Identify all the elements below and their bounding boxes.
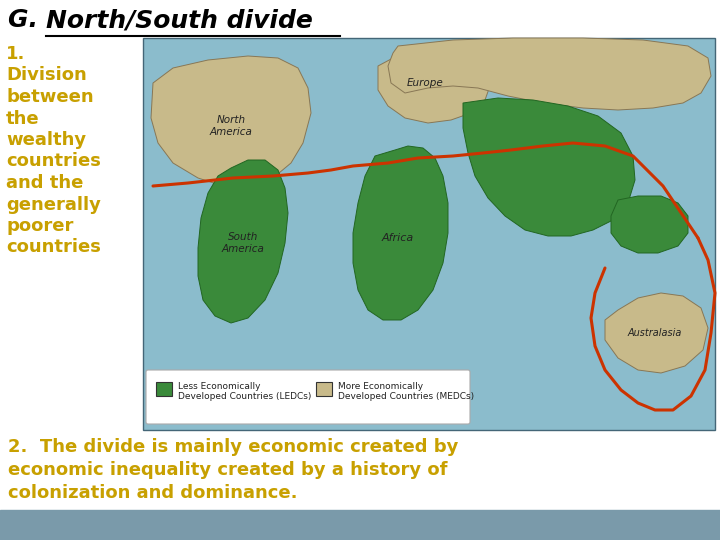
- Polygon shape: [605, 293, 708, 373]
- Polygon shape: [353, 146, 448, 320]
- FancyBboxPatch shape: [146, 370, 470, 424]
- Text: Africa: Africa: [382, 233, 414, 243]
- Polygon shape: [463, 98, 635, 236]
- Bar: [0, 510, 720, 540]
- Bar: [156, 382, 172, 396]
- Text: Europe: Europe: [407, 78, 444, 88]
- Text: More Economically
Developed Countries (MEDCs): More Economically Developed Countries (M…: [338, 382, 474, 401]
- Polygon shape: [378, 51, 491, 123]
- Text: Less Economically
Developed Countries (LEDCs): Less Economically Developed Countries (L…: [178, 382, 311, 401]
- Text: 2.  The divide is mainly economic created by
economic inequality created by a hi: 2. The divide is mainly economic created…: [8, 438, 459, 502]
- Text: North
America: North America: [210, 115, 253, 137]
- Text: Australasia: Australasia: [628, 328, 682, 338]
- Bar: [143, 38, 715, 430]
- Text: South
America: South America: [222, 232, 264, 254]
- Text: G.: G.: [8, 8, 55, 32]
- Text: 1.
Division
between
the
wealthy
countries
and the
generally
poorer
countries: 1. Division between the wealthy countrie…: [6, 45, 101, 256]
- Bar: [316, 382, 332, 396]
- Polygon shape: [388, 38, 711, 110]
- Polygon shape: [151, 56, 311, 186]
- Text: North/South divide: North/South divide: [46, 8, 313, 32]
- Polygon shape: [611, 196, 688, 253]
- Polygon shape: [198, 160, 288, 323]
